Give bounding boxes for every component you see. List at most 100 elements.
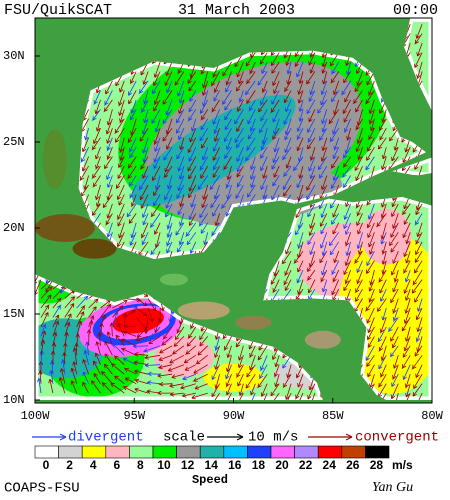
wind-arrow: [188, 165, 197, 180]
wind-arrow: [178, 90, 185, 104]
wind-arrow: [193, 364, 208, 374]
wind-arrow: [117, 213, 125, 227]
wind-arrow: [95, 156, 101, 171]
colorbar-swatch: [223, 445, 248, 459]
wind-arrow: [270, 383, 280, 397]
wind-arrow: [133, 360, 149, 366]
terrain: [304, 330, 341, 349]
colorbar-tick: 26: [346, 458, 360, 472]
wind-arrow: [249, 355, 256, 371]
wind-arrow: [261, 61, 268, 74]
wind-arrow: [153, 194, 161, 207]
wind-arrow: [256, 373, 268, 389]
wind-arrow: [415, 307, 423, 321]
wind-arrow: [272, 109, 280, 123]
wind-arrow: [245, 373, 256, 389]
wind-arrow: [356, 269, 363, 285]
wind-arrow: [126, 203, 137, 218]
wind-arrow: [178, 99, 185, 114]
wind-arrow: [320, 232, 328, 249]
wind-arrow: [213, 80, 220, 94]
wind-arrow: [413, 373, 423, 389]
wind-arrow: [271, 61, 280, 74]
wind-arrow: [200, 109, 209, 121]
colorbar-swatch: [105, 445, 130, 459]
wind-arrow: [236, 61, 244, 78]
wind-arrow: [283, 269, 292, 286]
wind-arrow: [159, 345, 173, 354]
wind-arrow: [134, 352, 149, 357]
wind-arrow: [213, 184, 220, 200]
wind-arrow: [106, 109, 113, 126]
wind-arrow: [306, 99, 316, 114]
wind-arrow: [103, 90, 113, 107]
wind-arrow: [332, 222, 340, 235]
wind-arrow: [176, 184, 185, 199]
wind-arrow: [202, 184, 209, 200]
wind-arrow: [356, 71, 363, 87]
wind-arrow: [404, 374, 411, 389]
wind-arrow: [330, 175, 340, 189]
wind-arrow: [134, 387, 149, 394]
wind-arrow: [64, 303, 75, 318]
wind-arrow: [332, 80, 340, 95]
wind-arrow: [249, 118, 256, 133]
wind-arrow: [192, 373, 208, 382]
scale-value: 10 m/s: [248, 430, 298, 446]
wind-arrow: [157, 307, 163, 323]
wind-arrow: [404, 298, 411, 314]
wind-arrow: [189, 61, 197, 79]
wind-arrow: [166, 241, 173, 254]
wind-arrow: [103, 99, 113, 113]
wind-arrow: [309, 241, 316, 255]
wind-arrow: [199, 156, 209, 172]
wind-arrow: [244, 146, 256, 162]
colorbar-swatch: [270, 445, 295, 459]
wind-arrow: [106, 203, 113, 219]
wind-arrow: [171, 373, 185, 379]
colorbar-swatch: [199, 445, 225, 459]
terrain: [42, 129, 67, 190]
wind-arrow: [175, 222, 185, 236]
wind-arrow: [153, 147, 161, 163]
wind-arrow: [307, 279, 316, 294]
wind-arrow: [250, 156, 256, 171]
wind-arrow: [367, 336, 375, 348]
wind-arrow: [260, 392, 268, 400]
wind-arrow: [104, 156, 113, 170]
wind-arrow: [343, 203, 351, 220]
wind-arrow: [128, 137, 137, 154]
wind-arrow: [381, 251, 387, 265]
wind-arrow: [138, 175, 149, 191]
wind-arrow: [353, 250, 363, 265]
wind-arrow: [153, 184, 161, 197]
lon-label: 80W: [421, 409, 443, 423]
wind-arrow: [402, 260, 411, 275]
wind-arrow: [166, 137, 173, 150]
wind-arrow: [378, 326, 387, 342]
wind-arrow: [320, 147, 328, 162]
wind-arrow: [391, 147, 399, 162]
wind-arrow: [118, 90, 125, 107]
wind-arrow: [224, 109, 232, 121]
colorbar-tick: 18: [252, 458, 266, 472]
wind-arrow: [367, 364, 375, 378]
wind-arrow: [343, 279, 351, 292]
wind-arrow: [248, 99, 256, 112]
wind-arrow: [258, 118, 268, 134]
wind-arrow: [357, 222, 363, 235]
wind-arrow: [272, 175, 280, 187]
wind-arrow: [238, 90, 244, 104]
colorbar-swatch: [176, 445, 201, 459]
wind-arrow: [391, 203, 399, 217]
wind-arrow: [213, 128, 220, 142]
wind-arrow: [245, 52, 256, 67]
wind-arrow: [390, 241, 399, 253]
wind-arrow: [95, 194, 101, 207]
wind-arrow: [202, 90, 209, 107]
wind-arrow: [142, 165, 149, 179]
wind-arrow: [236, 80, 244, 92]
wind-arrow: [309, 213, 316, 229]
wind-arrow: [356, 213, 363, 226]
wind-arrow: [106, 147, 113, 161]
